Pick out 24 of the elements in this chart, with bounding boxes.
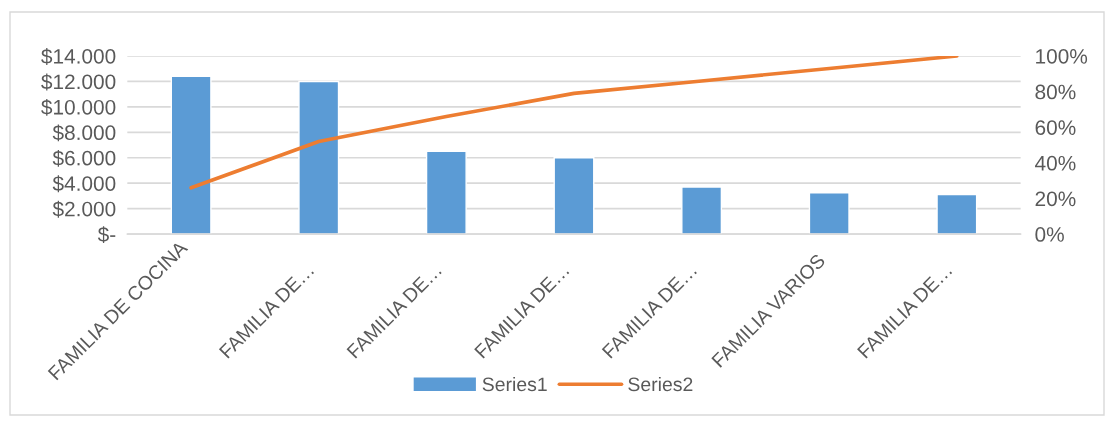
bar [808, 192, 850, 235]
bar [936, 193, 978, 235]
y-tick-label: $4.000 [52, 175, 116, 193]
line-series [189, 55, 959, 190]
y-tick-label: $8.000 [52, 124, 116, 142]
y-tick-label: $- [97, 226, 116, 244]
y-tick-label: $12.000 [41, 73, 116, 91]
y-tick-label: $14.000 [41, 48, 116, 65]
y2-tick-label: 40% [1035, 155, 1076, 171]
y-tick-label: $10.000 [41, 99, 116, 116]
y2-tick-label: 0% [1035, 227, 1064, 242]
y2-tick-label: 60% [1035, 120, 1076, 135]
y-tick-label: $6.000 [52, 149, 116, 167]
bar [553, 157, 595, 235]
y2-tick-label: 20% [1035, 191, 1076, 207]
bar [425, 150, 467, 235]
bar [170, 75, 212, 235]
bar [298, 80, 340, 235]
legend-label: Series1 [482, 376, 547, 392]
legend-label: Series2 [628, 376, 693, 392]
y-tick-label: $2.000 [52, 200, 116, 218]
y2-tick-label: 80% [1035, 84, 1076, 100]
bar [681, 186, 723, 235]
y2-tick-label: 100% [1036, 48, 1088, 64]
